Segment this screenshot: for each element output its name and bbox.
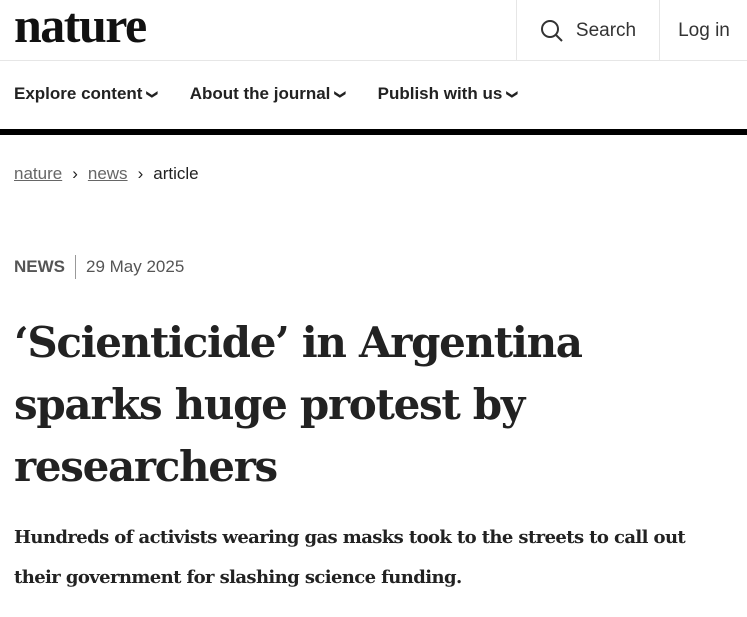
article-meta: NEWS 29 May 2025 <box>14 255 184 279</box>
nav-label: Publish with us <box>377 84 503 103</box>
chevron-down-icon: ❯ <box>506 89 519 99</box>
nav-explore-content[interactable]: Explore content ❯ <box>14 84 159 104</box>
divider <box>75 255 76 279</box>
chevron-right-icon: › <box>72 164 78 183</box>
article-type: NEWS <box>14 257 65 276</box>
article-standfirst: Hundreds of activists wearing gas masks … <box>14 527 686 588</box>
nav-about-journal[interactable]: About the journal ❯ <box>189 84 347 104</box>
nature-logo[interactable]: nature <box>14 0 147 53</box>
search-icon <box>540 19 563 42</box>
main-nav: Explore content ❯ About the journal ❯ Publ… <box>14 84 518 104</box>
article-date: 29 May 2025 <box>86 257 185 276</box>
nav-label: Explore content <box>14 84 143 103</box>
search-label: Search <box>575 19 637 41</box>
breadcrumb: nature › news › article <box>14 164 199 184</box>
search-button[interactable]: Search <box>516 0 660 61</box>
breadcrumb-nature[interactable]: nature <box>14 164 63 183</box>
nav-publish[interactable]: Publish with us ❯ <box>377 84 519 104</box>
login-button[interactable]: Log in <box>678 19 730 41</box>
chevron-down-icon: ❯ <box>334 89 347 99</box>
chevron-right-icon: › <box>137 164 144 183</box>
chevron-down-icon: ❯ <box>146 89 159 99</box>
breadcrumb-news[interactable]: news <box>87 164 128 183</box>
nav-label: About the journal <box>189 84 331 103</box>
header-divider <box>0 129 747 135</box>
site-header: nature Search Log in <box>0 0 747 61</box>
article-title: ‘Scienticide’ in Argentina sparks huge p… <box>14 318 583 491</box>
breadcrumb-current: article <box>153 164 199 183</box>
